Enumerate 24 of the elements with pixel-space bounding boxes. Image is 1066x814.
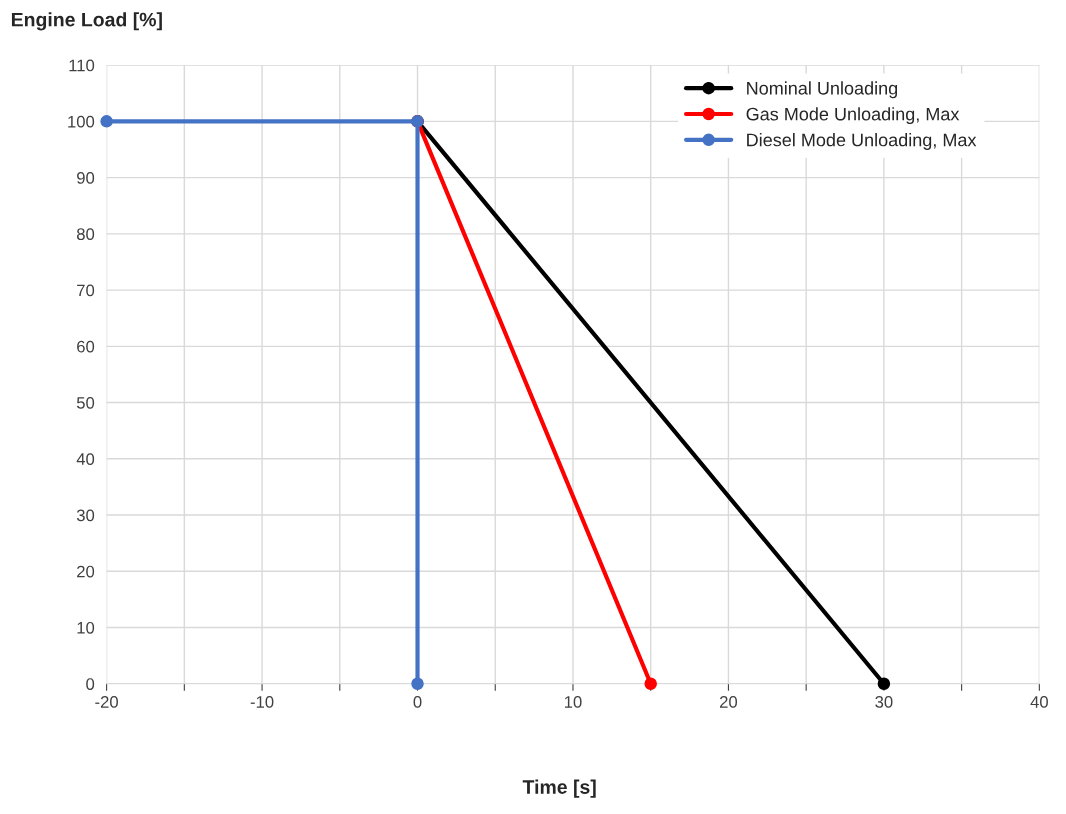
y-tick-label: 100	[68, 115, 95, 128]
x-tick-label: 10	[564, 696, 582, 708]
y-axis-title: Engine Load [%]	[11, 12, 162, 31]
y-tick-label: 0	[86, 678, 95, 690]
y-tick-label: 60	[77, 340, 95, 353]
y-tick-label: 80	[76, 228, 95, 241]
y-tick-label: 10	[77, 621, 95, 634]
x-tick-label: -20	[95, 696, 118, 708]
y-tick-label: 50	[76, 396, 95, 409]
x-tick-label: 0	[413, 696, 422, 708]
x-tick-label: 30	[875, 696, 893, 708]
y-tick-label: 20	[77, 565, 95, 578]
x-tick-label: -10	[250, 696, 274, 708]
y-tick-label: 40	[76, 453, 95, 465]
legend-label: Diesel Mode Unloading, Max	[747, 133, 977, 150]
y-tick-label: 30	[76, 509, 95, 522]
x-tick-label: 40	[1030, 696, 1048, 708]
x-axis-title: Time [s]	[522, 779, 596, 798]
x-tick-label: 20	[720, 696, 738, 708]
y-tick-label: 70	[77, 284, 95, 297]
legend-label: Gas Mode Unloading, Max	[746, 107, 960, 125]
legend-label: Nominal Unloading	[747, 81, 898, 99]
y-tick-label: 110	[69, 59, 95, 72]
y-tick-label: 90	[77, 172, 95, 184]
